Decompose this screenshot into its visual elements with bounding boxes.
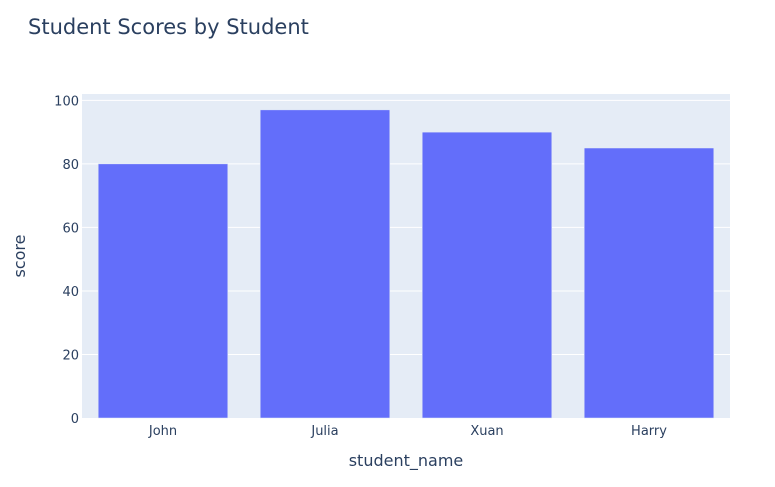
bar-john[interactable]	[97, 163, 229, 419]
y-axis-ticks: 0 20 40 60 80 100	[54, 94, 79, 427]
x-tick-label: John	[148, 424, 177, 439]
y-tick-label: 0	[71, 412, 79, 427]
bar-harry[interactable]	[583, 147, 715, 419]
bar-julia[interactable]	[259, 109, 391, 419]
bar-xuan[interactable]	[421, 131, 553, 419]
y-tick-label: 100	[54, 94, 79, 109]
x-axis-title: student_name	[349, 451, 464, 471]
y-tick-label: 20	[62, 348, 79, 363]
y-axis-title: score	[10, 235, 29, 278]
x-tick-label: Xuan	[470, 424, 503, 439]
y-tick-label: 80	[62, 158, 79, 173]
x-tick-label: Harry	[631, 424, 667, 439]
chart-title: Student Scores by Student	[28, 15, 309, 39]
y-tick-label: 60	[62, 221, 79, 236]
x-axis-ticks: John Julia Xuan Harry	[148, 424, 667, 439]
y-tick-label: 40	[62, 285, 79, 300]
x-tick-label: Julia	[310, 424, 338, 439]
bars	[97, 109, 715, 419]
